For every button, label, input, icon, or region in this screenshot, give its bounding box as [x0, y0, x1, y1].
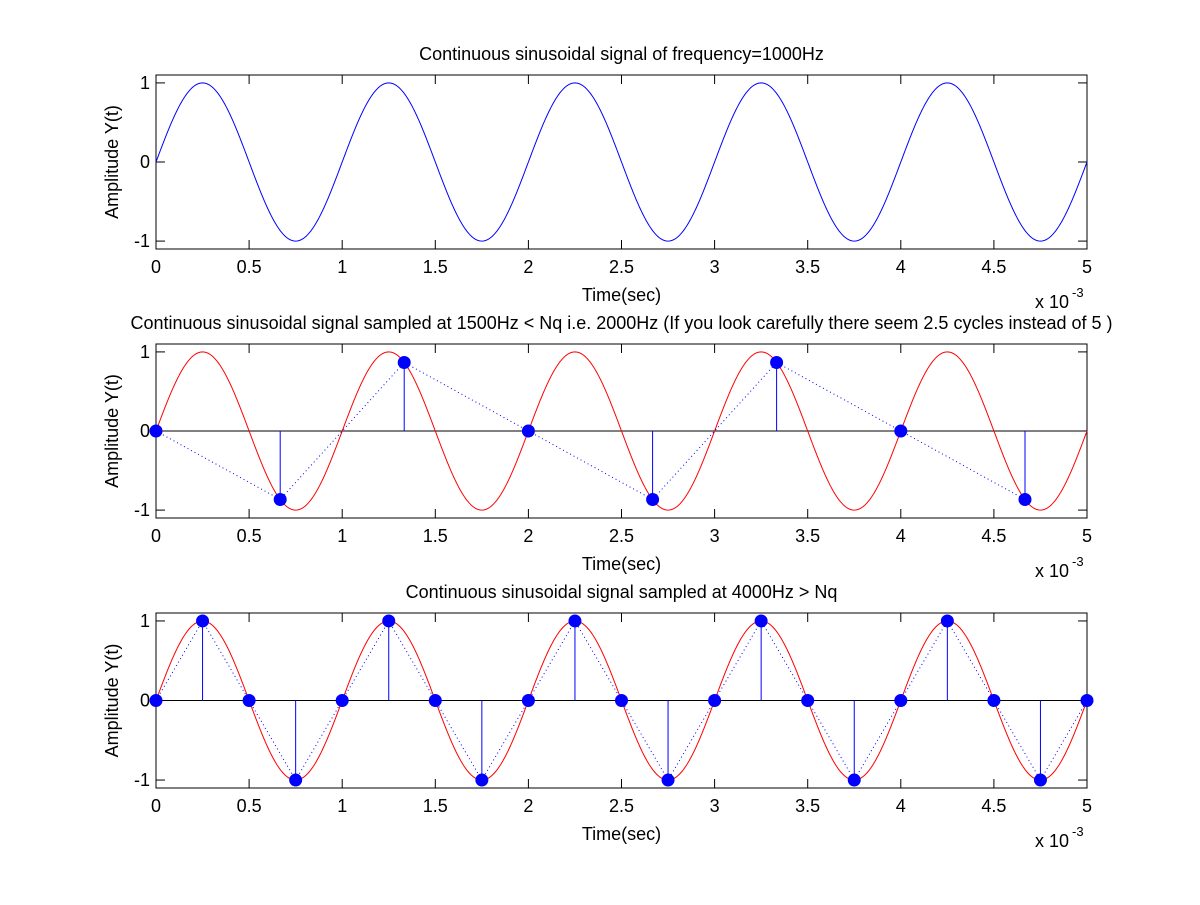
x-tick-label: 1	[337, 257, 347, 277]
sample-point	[273, 492, 287, 506]
x-tick-label: 2.5	[609, 796, 634, 816]
x-exponent-label: x 10	[1035, 561, 1069, 581]
sample-point	[847, 773, 861, 787]
x-tick-label: 2.5	[609, 257, 634, 277]
chart-title: Continuous sinusoidal signal sampled at …	[406, 582, 838, 602]
sample-point	[1080, 694, 1094, 707]
chart-title: Continuous sinusoidal signal sampled at …	[130, 313, 1112, 333]
x-tick-label: 2	[523, 257, 533, 277]
sample-point	[335, 694, 349, 707]
x-tick-label: 2	[523, 796, 533, 816]
sample-point	[568, 614, 582, 628]
x-exponent-power: -3	[1072, 285, 1084, 300]
x-exponent-power: -3	[1072, 824, 1084, 839]
x-tick-label: 3.5	[795, 796, 820, 816]
chart-title: Continuous sinusoidal signal of frequenc…	[419, 44, 824, 64]
x-tick-label: 4.5	[981, 526, 1006, 546]
y-tick-label: 0	[140, 691, 150, 711]
x-axis-label: Time(sec)	[582, 824, 661, 844]
sample-point	[382, 614, 396, 628]
continuous-signal-line	[155, 351, 1088, 511]
x-tick-label: 1	[337, 526, 347, 546]
y-tick-label: 0	[140, 421, 150, 441]
x-tick-label: 4	[896, 796, 906, 816]
x-tick-label: 0.5	[237, 796, 262, 816]
sample-point	[754, 614, 768, 628]
y-axis-label: Amplitude Y(t)	[102, 374, 122, 488]
x-tick-label: 0	[151, 257, 161, 277]
x-tick-label: 5	[1082, 526, 1092, 546]
sampled-dotted-line	[155, 361, 1026, 501]
x-exponent-power: -3	[1072, 554, 1084, 569]
x-axis-label: Time(sec)	[582, 285, 661, 305]
x-tick-label: 1	[337, 796, 347, 816]
sample-point	[987, 694, 1001, 707]
y-tick-label: 0	[140, 152, 150, 172]
x-tick-label: 1.5	[423, 796, 448, 816]
x-exponent-label: x 10	[1035, 831, 1069, 851]
x-tick-label: 5	[1082, 257, 1092, 277]
sample-point	[1018, 492, 1032, 506]
y-tick-label: 1	[140, 73, 150, 93]
x-tick-label: 2.5	[609, 526, 634, 546]
x-tick-label: 0	[151, 796, 161, 816]
sample-point	[708, 694, 722, 707]
sample-point	[289, 773, 303, 787]
y-tick-label: -1	[134, 231, 150, 251]
x-tick-label: 4	[896, 257, 906, 277]
sample-point	[196, 614, 210, 628]
x-tick-label: 3.5	[795, 526, 820, 546]
sample-point	[770, 356, 784, 370]
sample-point	[894, 694, 908, 707]
y-axis-label: Amplitude Y(t)	[102, 644, 122, 758]
sample-point	[1033, 773, 1047, 787]
sampled-dotted-line	[155, 619, 1088, 782]
sample-point	[397, 356, 411, 370]
x-tick-label: 0.5	[237, 257, 262, 277]
x-tick-label: 4.5	[981, 796, 1006, 816]
sample-point	[149, 694, 163, 707]
x-tick-label: 3	[710, 257, 720, 277]
sample-point	[940, 614, 954, 628]
y-tick-label: -1	[134, 500, 150, 520]
sample-point	[521, 424, 535, 438]
x-tick-label: 1.5	[423, 526, 448, 546]
sample-point	[149, 424, 163, 438]
sample-point	[646, 492, 660, 506]
sample-point	[521, 694, 535, 707]
x-tick-label: 3	[710, 526, 720, 546]
x-tick-label: 3.5	[795, 257, 820, 277]
y-axis-label: Amplitude Y(t)	[102, 105, 122, 219]
x-tick-label: 3	[710, 796, 720, 816]
y-tick-label: 1	[140, 342, 150, 362]
sample-point	[475, 773, 489, 787]
x-exponent-label: x 10	[1035, 292, 1069, 312]
sample-point	[428, 694, 442, 707]
sample-point	[242, 694, 256, 707]
x-tick-label: 1.5	[423, 257, 448, 277]
x-tick-label: 0	[151, 526, 161, 546]
sample-point	[661, 773, 675, 787]
sample-point	[615, 694, 628, 707]
sample-point	[801, 694, 815, 707]
sample-point	[894, 424, 908, 438]
x-tick-label: 4.5	[981, 257, 1006, 277]
x-tick-label: 0.5	[237, 526, 262, 546]
x-tick-label: 2	[523, 526, 533, 546]
x-axis-label: Time(sec)	[582, 554, 661, 574]
x-tick-label: 4	[896, 526, 906, 546]
y-tick-label: -1	[134, 770, 150, 790]
y-tick-label: 1	[140, 611, 150, 631]
continuous-signal-line	[155, 82, 1088, 242]
x-tick-label: 5	[1082, 796, 1092, 816]
